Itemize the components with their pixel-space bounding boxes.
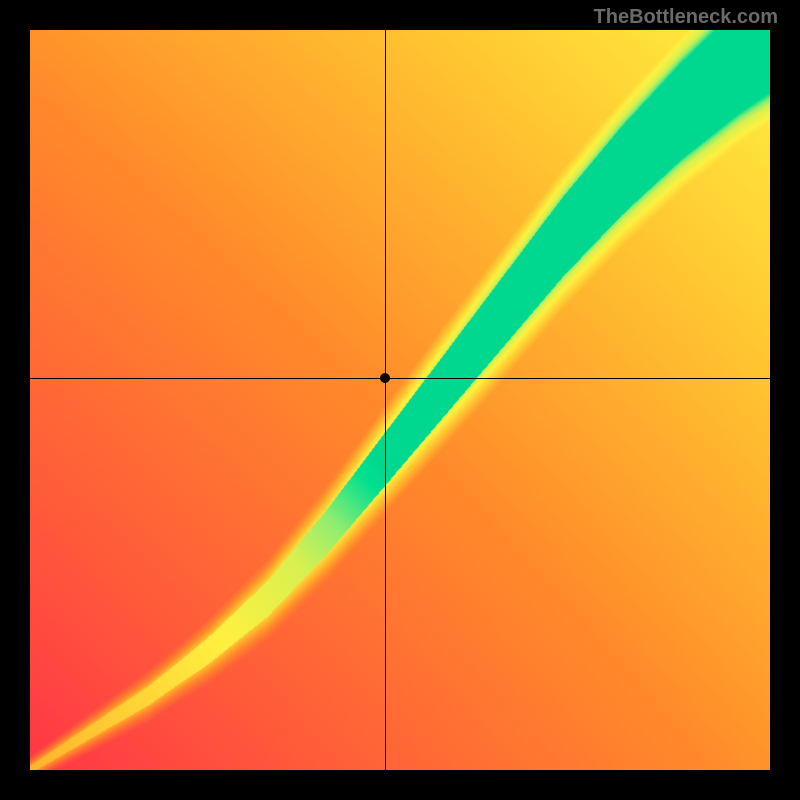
crosshair-horizontal — [30, 378, 770, 379]
crosshair-marker — [380, 373, 390, 383]
watermark-text: TheBottleneck.com — [594, 6, 778, 29]
heatmap-canvas — [30, 30, 770, 770]
plot-area — [30, 30, 770, 770]
crosshair-vertical — [385, 30, 386, 770]
